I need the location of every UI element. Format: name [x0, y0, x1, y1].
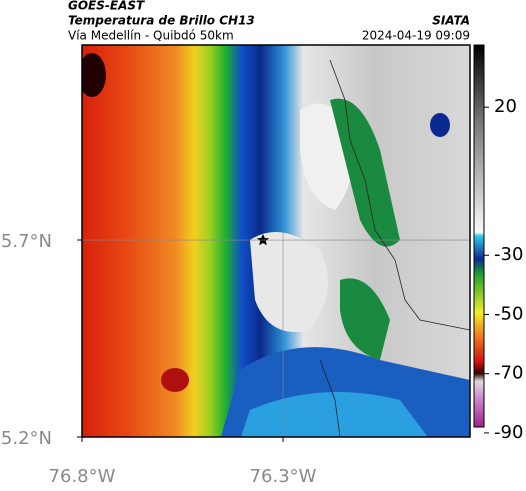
colorbar-tick-label: 20 — [494, 96, 517, 117]
subtitle: Temperatura de Brillo CH13 — [68, 14, 255, 28]
route: Vía Medellín - Quibdó 50km — [68, 29, 234, 43]
satellite-image — [82, 45, 470, 437]
colorbar — [473, 44, 485, 428]
colorbar-tick-label: -30 — [494, 244, 523, 265]
datetime: 2024-04-19 09:09 — [362, 29, 470, 43]
y-tick-label: 5.7°N — [1, 231, 52, 252]
x-tick-label: 76.8°W — [49, 466, 116, 487]
source: SIATA — [432, 14, 470, 28]
colorbar-tick-label: -90 — [494, 422, 523, 443]
colorbar-tick-label: -70 — [494, 363, 523, 384]
map-frame — [81, 44, 471, 438]
y-tick-label: 5.2°N — [1, 428, 52, 449]
x-tick-label: 76.3°W — [250, 466, 317, 487]
colorbar-tick-label: -50 — [494, 303, 523, 324]
title: GOES-EAST — [68, 0, 145, 13]
